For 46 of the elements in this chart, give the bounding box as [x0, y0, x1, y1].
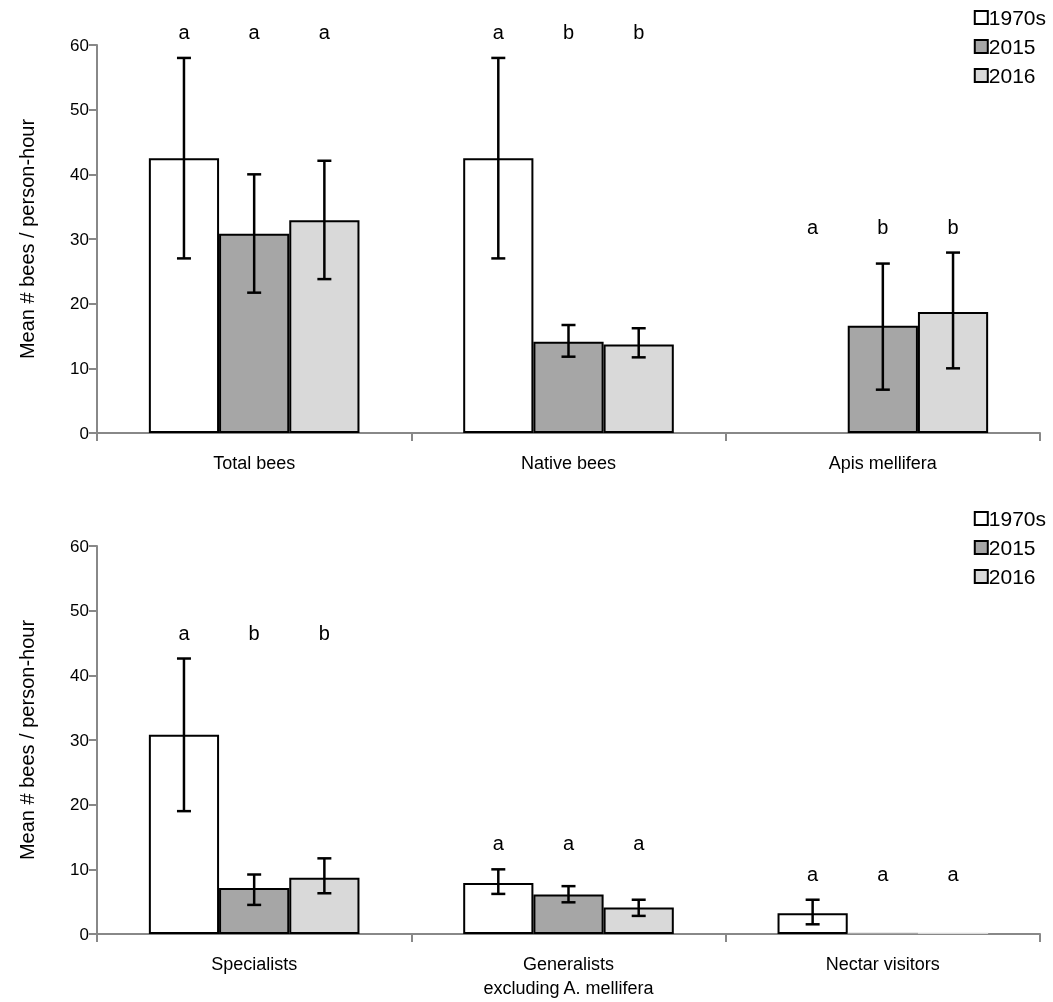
text: b	[562, 20, 575, 43]
text: a	[248, 20, 261, 43]
y-tick-label: 10	[70, 358, 89, 378]
legend-label: 2016	[988, 565, 1036, 588]
annotation: a	[492, 832, 505, 855]
legend-label: 2016	[988, 64, 1036, 87]
x-tick-label: Nectar visitors	[825, 954, 940, 974]
y-tick-label: 40	[70, 164, 89, 184]
annotation: a	[178, 621, 191, 644]
text: b	[633, 20, 645, 43]
y-tick-label: 20	[70, 795, 89, 815]
annotation: a	[807, 862, 820, 885]
x-tick-label: Specialists	[211, 954, 298, 974]
annotation: a	[947, 862, 960, 885]
annotation: a	[877, 862, 890, 885]
y-tick-label: 10	[70, 859, 89, 879]
y-tick-label: 0	[79, 924, 89, 944]
legend-label: 2015	[988, 536, 1036, 559]
x-tick-label: Total bees	[213, 453, 296, 473]
y-tick-label: 0	[79, 423, 89, 443]
annotation: a	[807, 215, 820, 238]
legend-label: 2015	[988, 35, 1036, 58]
y-axis-title: Mean # bees / person-hour	[16, 118, 38, 360]
y-tick-label: 50	[70, 601, 89, 621]
y-tick-label: 30	[70, 730, 89, 750]
annotation: b	[318, 621, 330, 644]
y-tick-label: 60	[70, 35, 89, 55]
x-tick-label: Native bees	[520, 453, 617, 473]
x-tick-label: Generalists excluding A. mellifera	[483, 954, 655, 998]
x-tick-label: Apis mellifera	[828, 453, 938, 473]
annotation: b	[947, 215, 959, 238]
annotation: a	[562, 832, 575, 855]
annotation: b	[248, 621, 260, 644]
legend-label: 1970s	[988, 507, 1046, 530]
text: a	[178, 20, 191, 43]
annotation: b	[877, 215, 889, 238]
text: a	[492, 20, 505, 43]
y-tick-label: 30	[70, 229, 89, 249]
text: a	[318, 20, 331, 43]
y-tick-label: 40	[70, 665, 89, 685]
y-tick-label: 60	[70, 536, 89, 556]
legend-label: 1970s	[988, 6, 1046, 29]
y-axis-title: Mean # bees / person-hour	[16, 619, 38, 861]
y-tick-label: 20	[70, 294, 89, 314]
annotation: a	[633, 832, 646, 855]
y-tick-label: 50	[70, 100, 89, 120]
